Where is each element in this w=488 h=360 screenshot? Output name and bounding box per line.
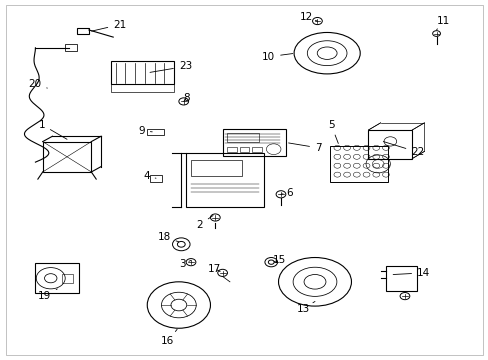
Bar [147, 129, 164, 135]
Bar [61, 274, 73, 283]
Text: 5: 5 [327, 120, 338, 144]
Bar [227, 133, 259, 143]
Bar [77, 28, 89, 34]
Text: 4: 4 [143, 171, 156, 181]
Bar [222, 129, 285, 156]
Text: 16: 16 [161, 329, 177, 346]
Text: 8: 8 [183, 93, 190, 103]
Bar [329, 146, 387, 182]
Bar [239, 147, 249, 152]
Bar [368, 130, 411, 158]
Text: 19: 19 [38, 289, 57, 301]
Text: 21: 21 [91, 19, 126, 31]
Text: 12: 12 [299, 13, 317, 22]
Text: 15: 15 [272, 255, 285, 265]
Bar [35, 263, 79, 293]
Bar [385, 266, 416, 291]
Text: 2: 2 [196, 216, 213, 230]
Bar [251, 147, 261, 152]
Bar [186, 153, 264, 207]
Bar [42, 141, 91, 172]
Text: 1: 1 [39, 120, 67, 139]
Text: 9: 9 [138, 126, 152, 136]
Text: 22: 22 [383, 141, 424, 157]
Text: 20: 20 [28, 79, 47, 89]
Bar [191, 160, 241, 176]
Text: 10: 10 [262, 52, 292, 62]
Text: 14: 14 [392, 268, 429, 278]
Bar [227, 147, 237, 152]
Text: 13: 13 [296, 301, 314, 314]
Text: 17: 17 [207, 264, 221, 274]
Bar [111, 61, 174, 85]
Bar [149, 175, 162, 182]
Bar [64, 44, 77, 51]
Text: 3: 3 [179, 259, 191, 269]
Text: 18: 18 [157, 232, 178, 242]
Text: 11: 11 [436, 16, 449, 30]
Text: 23: 23 [150, 62, 192, 72]
Text: 6: 6 [281, 188, 292, 198]
Bar [111, 85, 174, 91]
Text: 7: 7 [288, 143, 321, 153]
